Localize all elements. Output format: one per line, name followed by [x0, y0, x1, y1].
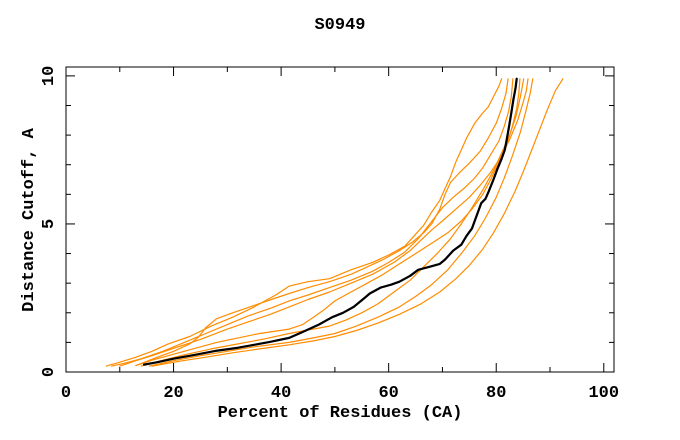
x-tick-label: 40: [271, 384, 291, 403]
black-curve: [142, 77, 518, 366]
orange-curve-5: [140, 78, 525, 367]
x-axis-label: Percent of Residues (CA): [218, 404, 463, 423]
orange-curve-6: [148, 78, 534, 367]
x-tick-label: 20: [163, 384, 183, 403]
orange-curve-2: [111, 78, 514, 367]
y-tick-label: 5: [40, 219, 59, 229]
y-tick-label: 0: [40, 367, 59, 377]
chart-title: S0949: [314, 16, 365, 35]
orange-curve-1: [105, 78, 503, 367]
x-tick-label: 0: [61, 384, 71, 403]
y-tick-label: 10: [40, 66, 59, 86]
y-axis-label: Distance Cutoff, A: [20, 127, 39, 311]
x-tick-label: 60: [378, 384, 398, 403]
orange-curve-7: [151, 78, 564, 367]
orange-curve-8: [138, 78, 509, 366]
tick-labels: 0 20 40 60 80 100 0 5 10: [40, 66, 619, 403]
x-tick-label: 100: [588, 384, 619, 403]
axis-ticks: [65, 67, 614, 373]
x-tick-label: 80: [486, 384, 506, 403]
curves-layer: [105, 77, 564, 367]
plot-frame: [65, 66, 615, 373]
